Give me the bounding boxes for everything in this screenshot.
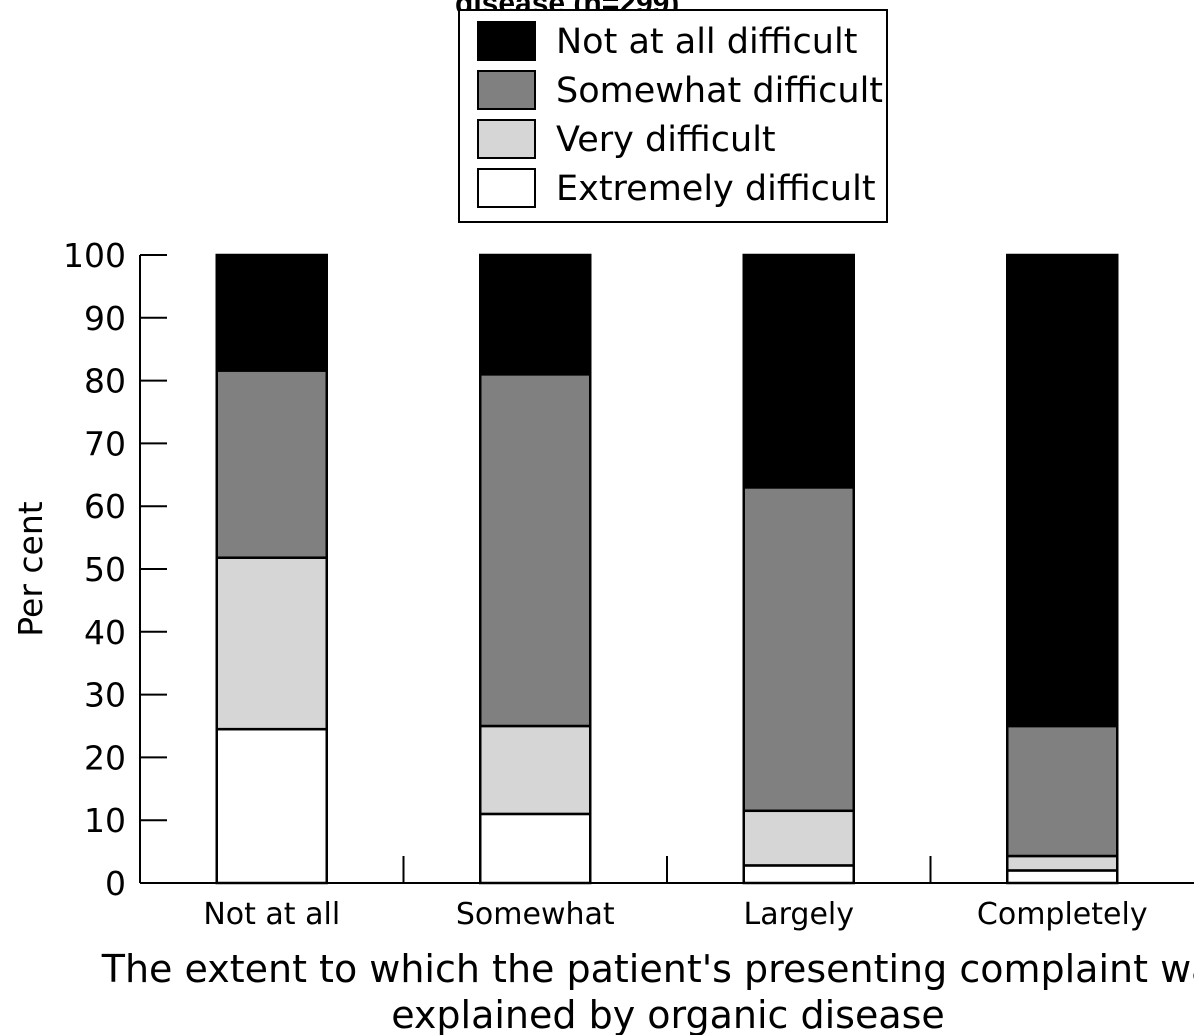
bar-somewhat-extremely-difficult [479,812,592,885]
y-tick-label-80: 80 [84,362,126,401]
bar-not-at-all-somewhat-difficult [215,369,328,559]
bar-completely-not-at-all-difficult [1006,253,1119,728]
y-tick-label-0: 0 [105,864,126,903]
axis-labels: Not at all Somewhat Largely Completely Per c… [11,501,1194,1035]
bar-largely-not-at-all-difficult [742,253,855,489]
legend-swatch-extremely-difficult [477,168,536,208]
y-tick-label-20: 20 [84,738,126,777]
bar-completely-extremely-difficult [1006,869,1119,885]
bar-completely-very-difficult [1006,854,1119,872]
x-tick-label-largely: Largely [744,897,855,932]
x-tick-label-completely: Completely [977,897,1148,932]
legend: Not at all difficult Somewhat difficult Ve… [458,9,888,223]
bar-not-at-all-very-difficult [215,556,328,731]
y-tick-label-70: 70 [84,424,126,463]
y-tick-label-10: 10 [84,801,126,840]
bar-largely-somewhat-difficult [742,486,855,813]
bar-somewhat-not-at-all-difficult [479,253,592,376]
y-tick-label-100: 100 [63,236,126,275]
legend-label-somewhat-difficult: Somewhat difficult [556,71,883,111]
legend-label-not-at-all-difficult: Not at all difficult [556,22,857,62]
y-tick-label-60: 60 [84,487,126,526]
y-axis-label: Per cent [11,501,50,636]
y-tick-label-90: 90 [84,299,126,338]
x-axis-label-line-1: The extent to which the patient's presen… [101,947,1194,991]
bar-completely-somewhat-difficult [1006,724,1119,858]
y-tick-label-50: 50 [84,550,126,589]
legend-swatch-very-difficult [477,119,536,159]
legend-swatch-not-at-all-difficult [477,21,536,61]
bar-somewhat-somewhat-difficult [479,373,592,728]
legend-label-extremely-difficult: Extremely difficult [556,169,876,209]
x-tick-label-not-at-all: Not at all [203,897,340,932]
bars [215,253,1119,885]
legend-label-very-difficult: Very difficult [556,120,776,160]
y-tick-label-40: 40 [84,613,126,652]
bar-largely-very-difficult [742,809,855,867]
y-tick-label-30: 30 [84,676,126,715]
x-axis-label-line-2: explained by organic disease [391,993,945,1035]
bar-not-at-all-not-at-all-difficult [215,253,328,372]
bar-somewhat-very-difficult [479,724,592,816]
axes: 0 10 20 30 40 50 60 70 80 90 100 [63,236,1194,903]
bar-not-at-all-extremely-difficult [215,727,328,885]
legend-swatch-somewhat-difficult [477,70,536,110]
x-tick-label-somewhat: Somewhat [456,897,615,932]
bar-largely-extremely-difficult [742,864,855,885]
